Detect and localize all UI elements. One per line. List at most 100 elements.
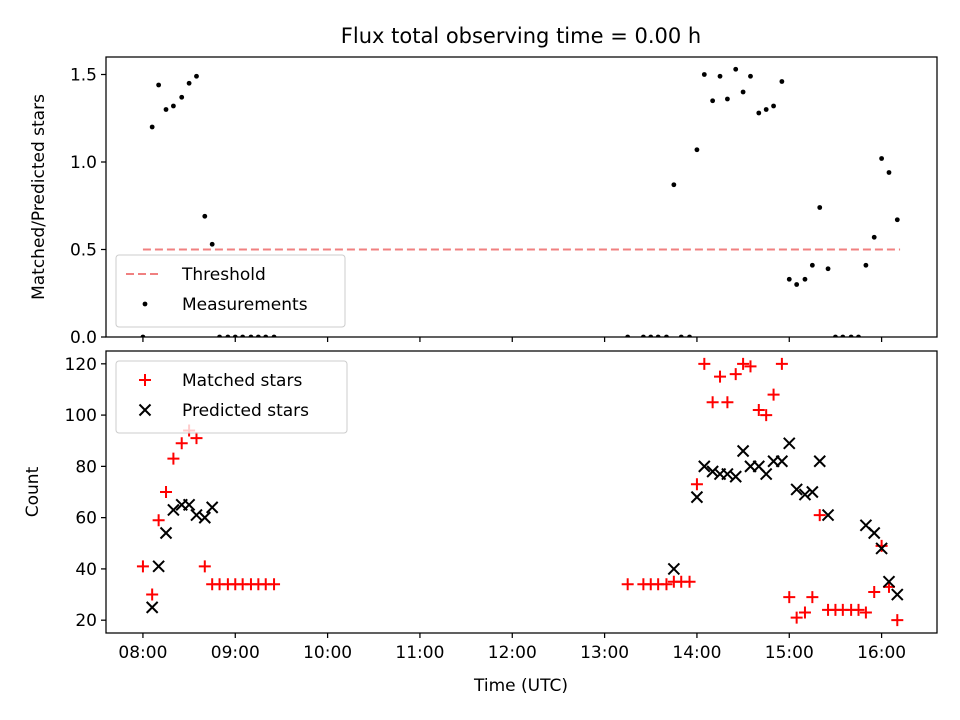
matched-point (160, 486, 173, 498)
predicted-point (167, 503, 180, 517)
y-tick-label: 60 (75, 509, 97, 529)
matched-point (698, 357, 711, 370)
matched-point (152, 514, 165, 527)
legend-box (115, 254, 346, 328)
data-point (209, 241, 215, 247)
predicted-point (706, 465, 719, 478)
predicted-point (667, 562, 681, 576)
matched-point (706, 396, 719, 409)
matched-point (875, 539, 888, 552)
data-point (794, 282, 800, 287)
predicted-point (775, 455, 789, 468)
predicted-point (145, 601, 159, 614)
predicted-point (190, 508, 203, 522)
data-point (186, 80, 192, 86)
matched-point (714, 370, 727, 383)
matched-point (752, 403, 765, 416)
matched-point (813, 509, 826, 522)
data-point (156, 82, 162, 88)
y-tick-label: 0.5 (70, 241, 97, 261)
data-point (740, 89, 746, 95)
y-tick-label: 1.5 (70, 66, 97, 86)
data-point (786, 276, 792, 282)
matched-point (760, 409, 773, 422)
matched-point (729, 368, 742, 381)
data-point (725, 96, 730, 102)
matched-point (146, 588, 159, 601)
matched-point (621, 578, 634, 591)
legend-label: Measurements (182, 295, 308, 315)
predicted-point (821, 508, 835, 522)
data-point (748, 73, 753, 79)
y-tick-label: 100 (65, 406, 97, 426)
matched-point (868, 585, 881, 598)
data-point (763, 107, 769, 112)
chart-title: Flux total observing time = 0.00 h (341, 24, 701, 48)
data-point (710, 98, 716, 104)
data-point (756, 110, 762, 116)
predicted-point (698, 460, 711, 473)
x-tick-label: 14:00 (672, 643, 721, 663)
plot-frame (105, 56, 938, 338)
legend-swatch (142, 301, 148, 307)
x-axis-label: Time (UTC) (473, 676, 568, 696)
x-tick-label: 15:00 (765, 643, 814, 663)
data-point (163, 107, 169, 112)
data-point (871, 234, 877, 240)
data-point (817, 205, 823, 210)
predicted-point (182, 498, 196, 512)
data-point (149, 124, 155, 130)
predicted-point (868, 526, 881, 540)
data-layer (140, 66, 901, 337)
matched-point (660, 578, 673, 591)
predicted-point (891, 588, 904, 601)
data-point (671, 182, 677, 188)
y-tick-label: 20 (75, 611, 97, 631)
legend-label: Matched stars (182, 371, 302, 391)
predicted-point (159, 526, 173, 540)
matched-point (721, 396, 734, 409)
legend-swatch (139, 374, 151, 386)
data-point (779, 79, 785, 84)
matched-point (683, 575, 696, 588)
data-point (171, 103, 176, 109)
matched-point (798, 606, 811, 619)
data-point (202, 213, 208, 219)
bottom-y-axis-label: Count (23, 466, 43, 517)
predicted-point (798, 488, 812, 501)
predicted-point (152, 560, 165, 573)
matched-point (690, 478, 703, 491)
predicted-point (759, 467, 773, 481)
y-tick-label: 40 (75, 560, 97, 580)
matched-point (783, 591, 796, 604)
matched-point (167, 452, 180, 465)
bottom-panel: 20 40 60 80 100 120 08:00 09:00 10:00 11:00 12:00 1… (65, 350, 938, 663)
predicted-point (690, 490, 704, 504)
legend-box (115, 360, 348, 434)
data-point (733, 66, 739, 72)
series-matched-stars (136, 357, 904, 627)
predicted-point (729, 470, 742, 483)
data-point (771, 103, 776, 109)
x-tick-label: 11:00 (395, 643, 444, 663)
x-tick-label: 09:00 (211, 643, 260, 663)
y-tick-label: 80 (75, 457, 97, 477)
data-point (717, 73, 723, 79)
data-point (863, 262, 869, 268)
predicted-point (736, 444, 750, 458)
top-panel: 0.0 0.5 1.0 1.5 Threshold Measurements (70, 56, 938, 348)
predicted-point (198, 511, 212, 524)
matched-point (190, 432, 203, 445)
y-tick-label: 0.0 (70, 328, 97, 348)
matched-point (806, 591, 819, 604)
legend-label: Predicted stars (182, 401, 309, 421)
matched-point (859, 606, 872, 619)
legend: Threshold Measurements (115, 254, 346, 328)
y-tick-label: 1.0 (70, 153, 97, 173)
matched-point (852, 603, 865, 616)
series-predicted-stars (145, 437, 904, 614)
matched-point (198, 560, 211, 573)
x-tick-label: 16:00 (857, 643, 906, 663)
predicted-point (205, 501, 219, 514)
predicted-point (721, 467, 734, 481)
